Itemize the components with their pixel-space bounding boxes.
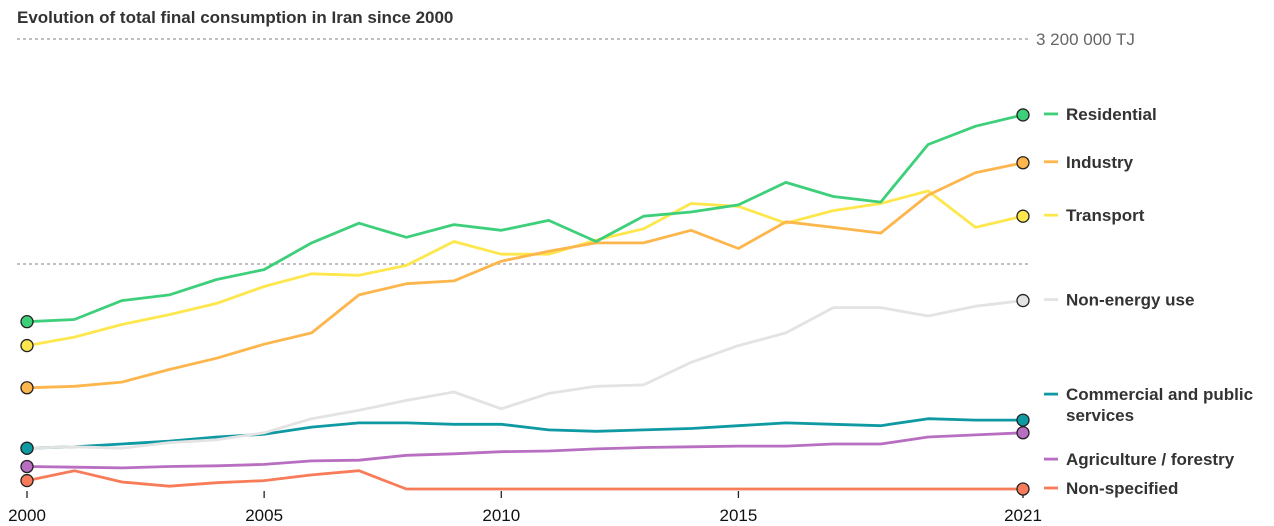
x-tick-label: 2010: [482, 506, 520, 525]
series-line-commercial-and-public-services: [25, 417, 1025, 450]
end-point-industry: [1016, 156, 1030, 170]
end-point-commercial-and-public-services: [1016, 413, 1030, 427]
legend-label-agriculture-forestry: Agriculture / forestry: [1066, 450, 1235, 469]
legend-label-transport: Transport: [1066, 206, 1145, 225]
x-tick-label: 2015: [720, 506, 758, 525]
x-tick-label: 2021: [1004, 506, 1042, 525]
series-line-agriculture-forestry: [25, 431, 1025, 470]
legend-label-industry: Industry: [1066, 153, 1134, 172]
start-point-industry: [20, 381, 34, 395]
series-line-non-specified: [25, 469, 1025, 491]
end-point-non-specified: [1016, 482, 1030, 496]
series-line-residential: [25, 113, 1025, 324]
series-line-transport: [25, 189, 1025, 348]
series-line-non-energy-use: [25, 299, 1025, 450]
x-tick-label: 2000: [8, 506, 46, 525]
end-point-agriculture-forestry: [1016, 426, 1030, 440]
legend-label-non-energy-use: Non-energy use: [1066, 291, 1194, 310]
legend-label-residential: Residential: [1066, 105, 1157, 124]
end-point-residential: [1016, 108, 1030, 122]
chart-title: Evolution of total final consumption in …: [17, 8, 454, 27]
reference-line-label: 3 200 000 TJ: [1036, 30, 1135, 49]
series-line-industry: [25, 161, 1025, 390]
end-point-transport: [1016, 209, 1030, 223]
end-point-non-energy-use: [1016, 293, 1030, 308]
start-point-non-specified: [20, 473, 34, 488]
x-tick-label: 2005: [245, 506, 283, 525]
start-point-transport: [20, 338, 34, 353]
legend-label-commercial-and-public-services: Commercial and public: [1066, 385, 1253, 404]
start-point-residential: [20, 315, 34, 329]
start-point-commercial-and-public-services: [20, 441, 34, 455]
legend-label-commercial-and-public-services: services: [1066, 406, 1134, 425]
start-point-agriculture-forestry: [20, 459, 34, 474]
legend-label-non-specified: Non-specified: [1066, 479, 1178, 498]
